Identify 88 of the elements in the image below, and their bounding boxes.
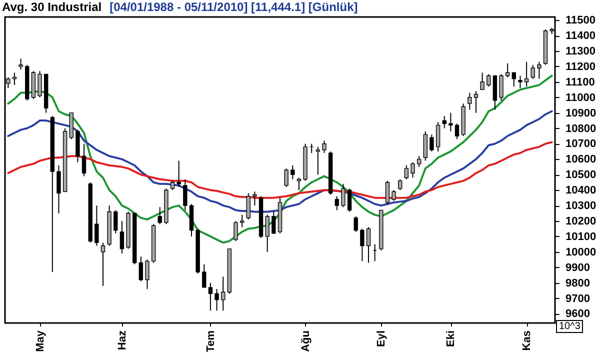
candlestick — [360, 228, 364, 262]
y-tick-label: 9800 — [566, 277, 590, 290]
candlestick — [454, 123, 460, 140]
candlestick — [385, 180, 390, 204]
y-tick-label: 10500 — [566, 169, 596, 182]
candlestick — [284, 168, 288, 188]
candlestick — [145, 259, 150, 290]
candlestick — [474, 90, 478, 114]
y-tick-label: 10400 — [566, 184, 596, 197]
y-tick-label: 10600 — [566, 154, 596, 166]
candlestick — [404, 164, 409, 180]
candlestick — [246, 192, 250, 220]
y-tick-label: 11000 — [566, 92, 596, 104]
x-tick-label: May — [34, 330, 46, 352]
candlestick — [38, 70, 42, 98]
candlestick — [221, 276, 226, 312]
candlestick — [120, 220, 124, 254]
y-tick-label: 10200 — [566, 216, 596, 228]
y-tick-label: 11300 — [566, 46, 596, 58]
candlestick — [240, 214, 244, 228]
candlestick — [234, 220, 238, 242]
candlestick — [341, 183, 346, 208]
candlestick — [94, 205, 99, 246]
line-series — [7, 74, 553, 244]
chart-title: Avg. 30 Industrial — [2, 0, 102, 14]
candlestick — [138, 256, 144, 282]
candlestick — [170, 180, 175, 191]
x-tick-label: Haz — [116, 330, 128, 350]
y-tick-label: 9900 — [566, 262, 590, 274]
candlestick — [252, 191, 257, 206]
candlestick — [322, 140, 326, 154]
candlestick — [398, 178, 402, 191]
candlestick — [176, 160, 181, 188]
candlestick — [265, 214, 270, 252]
candlestick — [208, 282, 213, 312]
x-tick-label: Ağu — [300, 330, 312, 352]
text: 10^3 — [556, 320, 584, 333]
candlestick — [423, 130, 428, 162]
candlestick — [512, 72, 516, 88]
y-tick-label: 11200 — [566, 60, 596, 73]
candlestick — [183, 178, 188, 211]
y-tick-label: 11400 — [566, 30, 596, 42]
candlestick — [518, 75, 522, 89]
candlestick — [468, 92, 472, 110]
y-tick-label: 10900 — [566, 107, 596, 120]
candlestick — [530, 64, 535, 80]
candlestick — [56, 164, 61, 214]
candlestick — [334, 196, 339, 211]
candlestick — [354, 216, 358, 232]
y-tick-label: 10100 — [566, 230, 596, 243]
x-tick-label: Tem — [204, 330, 217, 352]
candlestick — [448, 112, 453, 132]
y-tick-label: 9600 — [566, 308, 590, 320]
candlestick — [505, 62, 510, 78]
y-tick-label: 9700 — [566, 292, 590, 305]
candlestick — [290, 164, 295, 180]
candlestick — [214, 288, 219, 312]
candlestick — [430, 134, 434, 152]
candlestick — [436, 122, 440, 152]
y-tick-label: 10800 — [566, 122, 596, 135]
y-tick-label: 10000 — [566, 246, 596, 258]
chart-subtitle: [04/01/1988 - 05/11/2010] [11,444.1] [Günlük] — [110, 0, 358, 14]
x-tick-label: Eyl — [376, 330, 388, 348]
candlestick — [272, 211, 276, 234]
candlestick — [366, 226, 371, 264]
candlestick — [202, 264, 206, 288]
candlestick — [158, 206, 162, 225]
candlestick — [18, 58, 23, 70]
candlestick — [347, 188, 352, 212]
y-tick-label: 11500 — [566, 14, 596, 27]
candlestick — [499, 74, 504, 101]
candlestick — [114, 210, 118, 234]
candlestick — [524, 61, 529, 88]
candlestick — [392, 190, 396, 202]
y-tick-label: 11100 — [566, 76, 595, 88]
candlestick — [486, 74, 491, 88]
candlestick — [82, 143, 86, 177]
candlestick — [100, 242, 106, 286]
candlestick — [316, 146, 320, 176]
candlestick — [442, 115, 446, 129]
candlestick — [480, 72, 484, 90]
candlestick — [410, 162, 415, 178]
y-tick-label: 10300 — [566, 200, 596, 212]
x-tick-label: Kas — [521, 330, 534, 351]
candlestick — [416, 156, 422, 168]
candlestick — [537, 61, 542, 80]
x-tick-label: Eki — [445, 330, 458, 348]
y-tick-label: 10700 — [566, 138, 596, 150]
